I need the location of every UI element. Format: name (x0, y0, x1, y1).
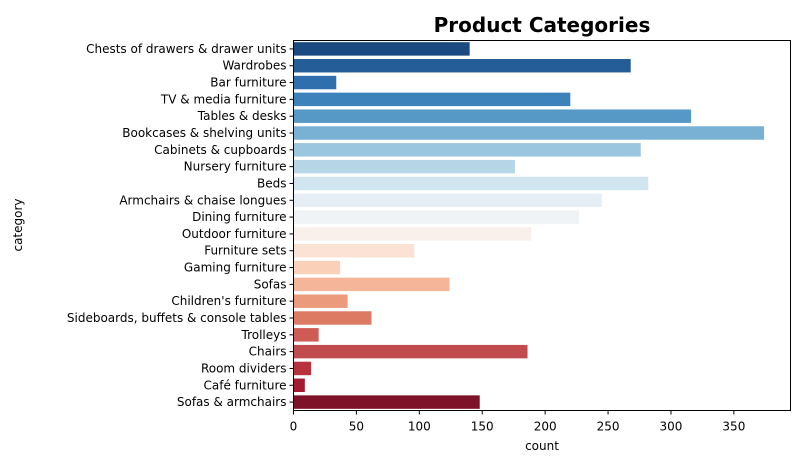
x-tick-label: 350 (722, 420, 745, 434)
bar (293, 378, 305, 392)
category-label: Chairs (249, 345, 287, 359)
category-label: Furniture sets (204, 244, 286, 258)
bar (293, 176, 649, 191)
plot-area-frame (293, 40, 791, 411)
category-label: Nursery furniture (184, 160, 287, 174)
x-tick-label: 100 (408, 420, 431, 434)
category-label: Cabinets & cupboards (154, 143, 286, 157)
x-tick-label: 300 (660, 420, 683, 434)
category-label: Room dividers (201, 361, 287, 375)
category-label: Trolleys (241, 328, 287, 342)
category-label: Café furniture (203, 378, 286, 392)
bar (293, 126, 765, 140)
y-axis-label: category (11, 198, 25, 251)
bar (293, 361, 312, 376)
bar (293, 109, 692, 123)
category-label: Children's furniture (171, 294, 286, 308)
bar (293, 244, 415, 258)
x-tick-label: 150 (471, 420, 494, 434)
category-label: Tables & desks (197, 109, 287, 123)
bar (293, 227, 532, 241)
bar (293, 294, 348, 308)
category-label: Bookcases & shelving units (122, 126, 286, 140)
category-label: Bar furniture (210, 76, 286, 90)
x-axis-label: count (525, 439, 559, 453)
bar (293, 159, 515, 174)
category-label: Sofas & armchairs (177, 395, 287, 409)
x-axis-ticks: 0 50 100 150 200 250 300 350 (290, 410, 745, 434)
category-tick-labels: Chests of drawers & drawer units Wardrobe… (67, 42, 294, 409)
category-label: Armchairs & chaise longues (119, 193, 286, 207)
bar (293, 395, 480, 409)
bar (293, 75, 337, 90)
bar (293, 210, 580, 224)
category-label: Dining furniture (192, 210, 286, 224)
bar (293, 143, 641, 157)
bar (293, 260, 341, 275)
category-label: Beds (257, 176, 286, 190)
category-label: Wardrobes (222, 59, 286, 73)
x-tick-label: 50 (349, 420, 364, 434)
x-tick-label: 200 (534, 420, 557, 434)
bar (293, 311, 372, 325)
bar (293, 277, 450, 292)
category-label: Gaming furniture (184, 261, 287, 275)
bar (293, 42, 470, 56)
bar (293, 92, 571, 107)
category-label: Sideboards, buffets & console tables (67, 311, 287, 325)
bar (293, 344, 528, 359)
x-tick-label: 250 (597, 420, 620, 434)
category-label: Chests of drawers & drawer units (86, 42, 286, 56)
bar (293, 59, 631, 73)
bar (293, 328, 319, 342)
category-label: Outdoor furniture (182, 227, 287, 241)
chart-title: Product Categories (434, 13, 651, 37)
category-label: Sofas (254, 277, 287, 291)
bar (293, 193, 602, 207)
x-tick-label: 0 (290, 420, 298, 434)
bars-group (293, 42, 765, 409)
category-label: TV & media furniture (160, 92, 287, 106)
